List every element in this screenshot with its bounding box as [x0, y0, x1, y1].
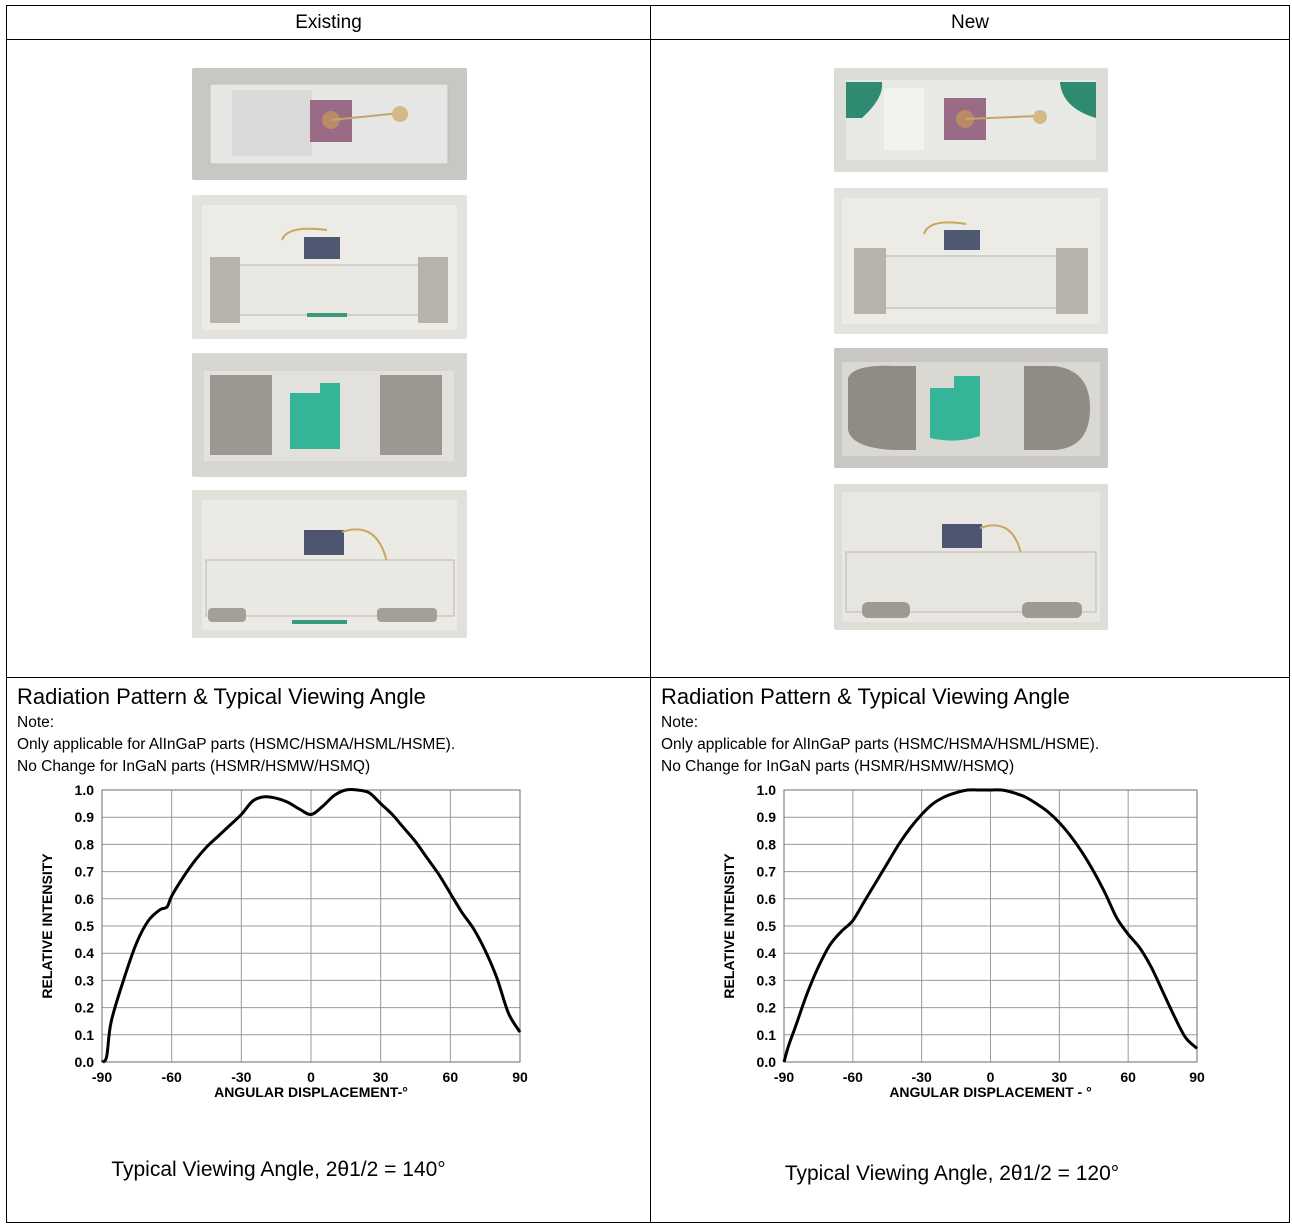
y-tick-label: 0.4 — [757, 945, 777, 961]
plot-frame — [101, 789, 521, 1063]
x-tick-label: 60 — [443, 1069, 459, 1085]
existing-header: Existing — [6, 5, 651, 40]
y-tick-label: 0.7 — [75, 864, 95, 880]
chart-row: Radiation Pattern & Typical Viewing Angl… — [6, 677, 1290, 1223]
y-tick-label: 0.3 — [757, 972, 777, 988]
new-led-side-photo-2 — [834, 484, 1108, 630]
x-tick-label: -30 — [231, 1069, 251, 1085]
y-axis-label: RELATIVE INTENSITY — [721, 853, 737, 999]
x-tick-label: 90 — [512, 1069, 528, 1085]
new-header: New — [650, 5, 1290, 40]
x-tick-label: 30 — [1052, 1069, 1068, 1085]
new-radiation-chart: 0.0 0.1 0.2 0.3 0.4 0.5 0.6 0.7 0.8 0.9 1.0 -90 -60 -… — [721, 782, 1205, 1100]
new-note-line1: Only applicable for AlInGaP parts (HSMC/… — [661, 736, 1100, 753]
existing-led-bottom-drawing — [204, 371, 454, 461]
y-tick-label: 0.8 — [757, 836, 777, 852]
x-tick-label: -90 — [774, 1069, 794, 1085]
intensity-curve — [100, 787, 522, 1064]
x-tick-label: 0 — [987, 1069, 995, 1085]
x-tick-label: 90 — [1189, 1069, 1205, 1085]
existing-led-side-drawing-1 — [202, 205, 457, 330]
existing-note-line2: No Change for InGaN parts (HSMR/HSMW/HSM… — [17, 758, 371, 775]
existing-viewing-angle-caption: Typical Viewing Angle, 2θ1/2 = 140° — [111, 1158, 446, 1181]
existing-radiation-chart: 0.0 0.1 0.2 0.3 0.4 0.5 0.6 0.7 0.8 0.9 1.0 -90 -60 -… — [39, 782, 528, 1100]
new-chart-title: Radiation Pattern & Typical Viewing Angl… — [661, 684, 1070, 709]
y-tick-label: 0.9 — [757, 809, 777, 825]
x-tick-label: -60 — [843, 1069, 863, 1085]
intensity-curve — [782, 788, 1199, 1063]
y-tick-label: 0.2 — [75, 1000, 95, 1016]
existing-led-side-photo-2 — [192, 490, 467, 638]
existing-chart-cell: Radiation Pattern & Typical Viewing Angl… — [6, 677, 651, 1223]
new-led-side-drawing-2 — [842, 492, 1100, 622]
existing-led-top-photo — [192, 68, 467, 180]
new-led-top-drawing — [846, 80, 1096, 160]
existing-note-label: Note: — [17, 714, 55, 731]
new-led-side-drawing-1 — [842, 198, 1100, 324]
new-note-label: Note: — [661, 714, 699, 731]
new-note-line2: No Change for InGaN parts (HSMR/HSMW/HSM… — [661, 758, 1015, 775]
y-tick-label: 0.0 — [75, 1054, 95, 1070]
y-tick-label: 0.6 — [757, 891, 777, 907]
existing-led-side-photo-1 — [192, 195, 467, 339]
x-axis-label: ANGULAR DISPLACEMENT-° — [214, 1084, 408, 1100]
existing-chart-title: Radiation Pattern & Typical Viewing Angl… — [17, 684, 426, 709]
existing-chart: 0.0 0.1 0.2 0.3 0.4 0.5 0.6 0.7 0.8 0.9 1.0 -90 -60 -… — [22, 780, 542, 1105]
new-chart-cell: Radiation Pattern & Typical Viewing Angl… — [650, 677, 1290, 1223]
y-tick-label: 0.7 — [757, 864, 777, 880]
y-tick-label: 0.3 — [75, 972, 95, 988]
existing-led-bottom-photo — [192, 353, 467, 477]
new-led-bottom-drawing — [842, 362, 1100, 456]
y-tick-label: 1.0 — [757, 782, 777, 798]
y-tick-label: 1.0 — [75, 782, 95, 798]
new-viewing-angle-caption: Typical Viewing Angle, 2θ1/2 = 120° — [784, 1162, 1120, 1185]
new-chart: 0.0 0.1 0.2 0.3 0.4 0.5 0.6 0.7 0.8 0.9 1.0 -90 -60 -… — [711, 780, 1211, 1105]
existing-led-top-drawing — [209, 83, 449, 165]
y-tick-label: 0.1 — [757, 1027, 777, 1043]
existing-led-side-drawing-2 — [202, 500, 457, 630]
new-led-top-photo — [834, 68, 1108, 172]
new-photos-cell — [650, 39, 1290, 678]
photo-row — [6, 39, 1290, 678]
x-axis-label: ANGULAR DISPLACEMENT - ° — [889, 1084, 1091, 1100]
x-tick-label: 0 — [307, 1069, 315, 1085]
y-tick-label: 0.6 — [75, 891, 95, 907]
x-tick-label: -90 — [92, 1069, 112, 1085]
x-tick-label: -30 — [912, 1069, 932, 1085]
y-tick-label: 0.9 — [75, 809, 95, 825]
y-tick-label: 0.1 — [75, 1027, 95, 1043]
existing-note-line1: Only applicable for AlInGaP parts (HSMC/… — [17, 736, 456, 753]
x-tick-label: 60 — [1120, 1069, 1136, 1085]
y-tick-label: 0.8 — [75, 836, 95, 852]
new-led-bottom-photo — [834, 348, 1108, 468]
x-tick-label: -60 — [162, 1069, 182, 1085]
y-tick-label: 0.4 — [75, 945, 95, 961]
x-tick-label: 30 — [373, 1069, 389, 1085]
y-tick-label: 0.5 — [757, 918, 777, 934]
y-tick-label: 0.5 — [75, 918, 95, 934]
comparison-table: Existing New — [6, 5, 1290, 1223]
y-tick-label: 0.2 — [757, 1000, 777, 1016]
new-led-side-photo-1 — [834, 188, 1108, 334]
header-row: Existing New — [6, 5, 1290, 40]
y-tick-label: 0.0 — [757, 1054, 777, 1070]
y-axis-label: RELATIVE INTENSITY — [39, 853, 55, 999]
existing-photos-cell — [6, 39, 651, 678]
